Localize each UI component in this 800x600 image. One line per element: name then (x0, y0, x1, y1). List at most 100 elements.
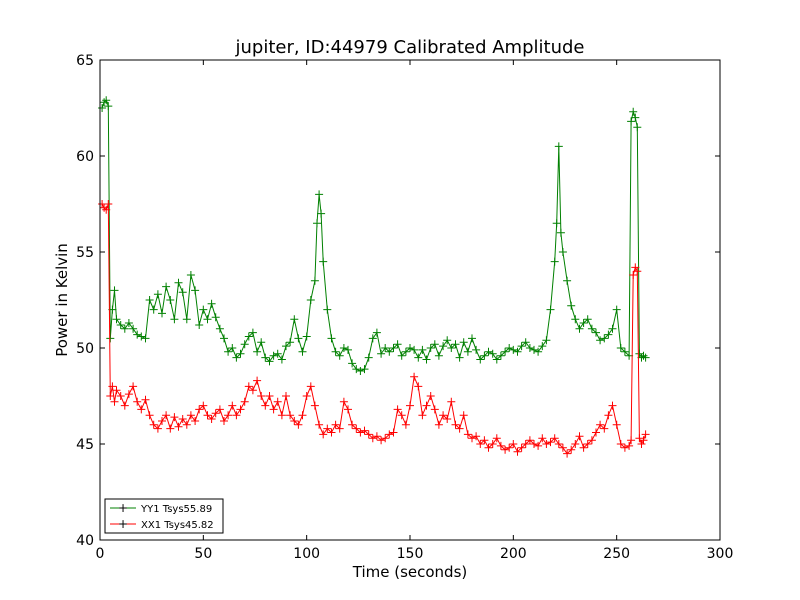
data-point (505, 443, 514, 452)
data-point (104, 102, 113, 111)
data-point (315, 420, 324, 429)
data-point (323, 305, 332, 314)
legend-marker-yy1: + (118, 501, 128, 515)
data-point (319, 257, 328, 266)
data-point (389, 344, 398, 352)
data-point (253, 376, 262, 385)
data-point (162, 411, 171, 420)
data-point (315, 190, 324, 199)
data-point (385, 347, 394, 356)
data-point (430, 405, 439, 414)
data-point (604, 330, 613, 339)
data-point (120, 324, 129, 333)
data-point (430, 340, 439, 349)
data-point (397, 351, 406, 360)
y-axis-label: Power in Kelvin (53, 243, 71, 357)
data-point (364, 430, 373, 439)
data-point (232, 353, 241, 362)
data-point (513, 347, 522, 356)
data-point (319, 430, 328, 439)
data-point (100, 98, 109, 107)
data-point (102, 96, 111, 105)
data-point (635, 434, 644, 443)
data-point (186, 271, 195, 279)
data-point (550, 434, 559, 443)
plot-area (98, 96, 650, 458)
data-point (627, 436, 636, 445)
data-point (542, 440, 551, 448)
data-point (401, 347, 410, 356)
data-point (439, 342, 448, 351)
data-point (317, 209, 326, 218)
data-point (604, 411, 613, 420)
data-point (166, 296, 175, 304)
data-point (501, 445, 510, 454)
data-point (211, 409, 220, 418)
y-tick-label: 55 (76, 245, 94, 261)
series-1 (98, 200, 650, 458)
data-point (377, 436, 386, 445)
data-point (579, 319, 588, 327)
data-point (102, 205, 111, 214)
data-point (550, 257, 559, 266)
data-point (410, 372, 419, 381)
data-point (556, 228, 565, 237)
data-point (513, 447, 522, 456)
data-point (616, 344, 625, 352)
data-point (129, 382, 138, 391)
data-point (596, 336, 605, 345)
legend-label-xx1: XX1 Tsys45.82 (141, 520, 214, 531)
data-point (410, 345, 419, 354)
data-point (129, 324, 138, 333)
data-point (360, 426, 369, 435)
data-point (211, 313, 220, 322)
data-point (459, 338, 468, 347)
data-point (447, 397, 456, 406)
data-point (397, 411, 406, 420)
data-point (265, 357, 274, 366)
data-point (463, 347, 472, 356)
data-point (356, 367, 365, 375)
data-point (178, 415, 187, 423)
data-point (639, 351, 648, 360)
data-point (339, 397, 348, 406)
data-point (344, 345, 352, 354)
data-point (455, 353, 464, 362)
data-point (476, 355, 485, 364)
data-point (571, 440, 580, 448)
data-point (240, 397, 249, 406)
data-point (612, 305, 621, 314)
data-point (290, 417, 299, 425)
data-point (393, 405, 402, 414)
data-point (368, 334, 377, 343)
data-point (323, 424, 332, 433)
data-point (468, 334, 476, 343)
data-point (633, 267, 642, 276)
data-point (178, 288, 187, 297)
data-point (592, 428, 600, 437)
data-point (257, 392, 266, 400)
data-point (530, 440, 538, 448)
data-point (641, 353, 650, 362)
data-point (298, 411, 307, 420)
data-point (406, 401, 414, 410)
data-point (327, 428, 336, 437)
data-point (335, 351, 344, 360)
data-point (298, 347, 307, 356)
data-point (434, 420, 443, 429)
x-tick-label: 100 (293, 546, 320, 562)
data-point (98, 104, 107, 112)
data-point (558, 443, 567, 452)
data-point (616, 440, 625, 448)
data-point (116, 321, 125, 329)
data-point (546, 438, 555, 447)
data-point (534, 347, 543, 356)
legend: + YY1 Tsys55.89 + XX1 Tsys45.82 (104, 498, 224, 534)
data-point (563, 276, 572, 285)
data-point (381, 434, 390, 443)
data-point (294, 420, 303, 429)
data-point (294, 334, 303, 343)
data-point (443, 336, 452, 345)
data-point (492, 355, 501, 364)
data-point (306, 296, 315, 304)
